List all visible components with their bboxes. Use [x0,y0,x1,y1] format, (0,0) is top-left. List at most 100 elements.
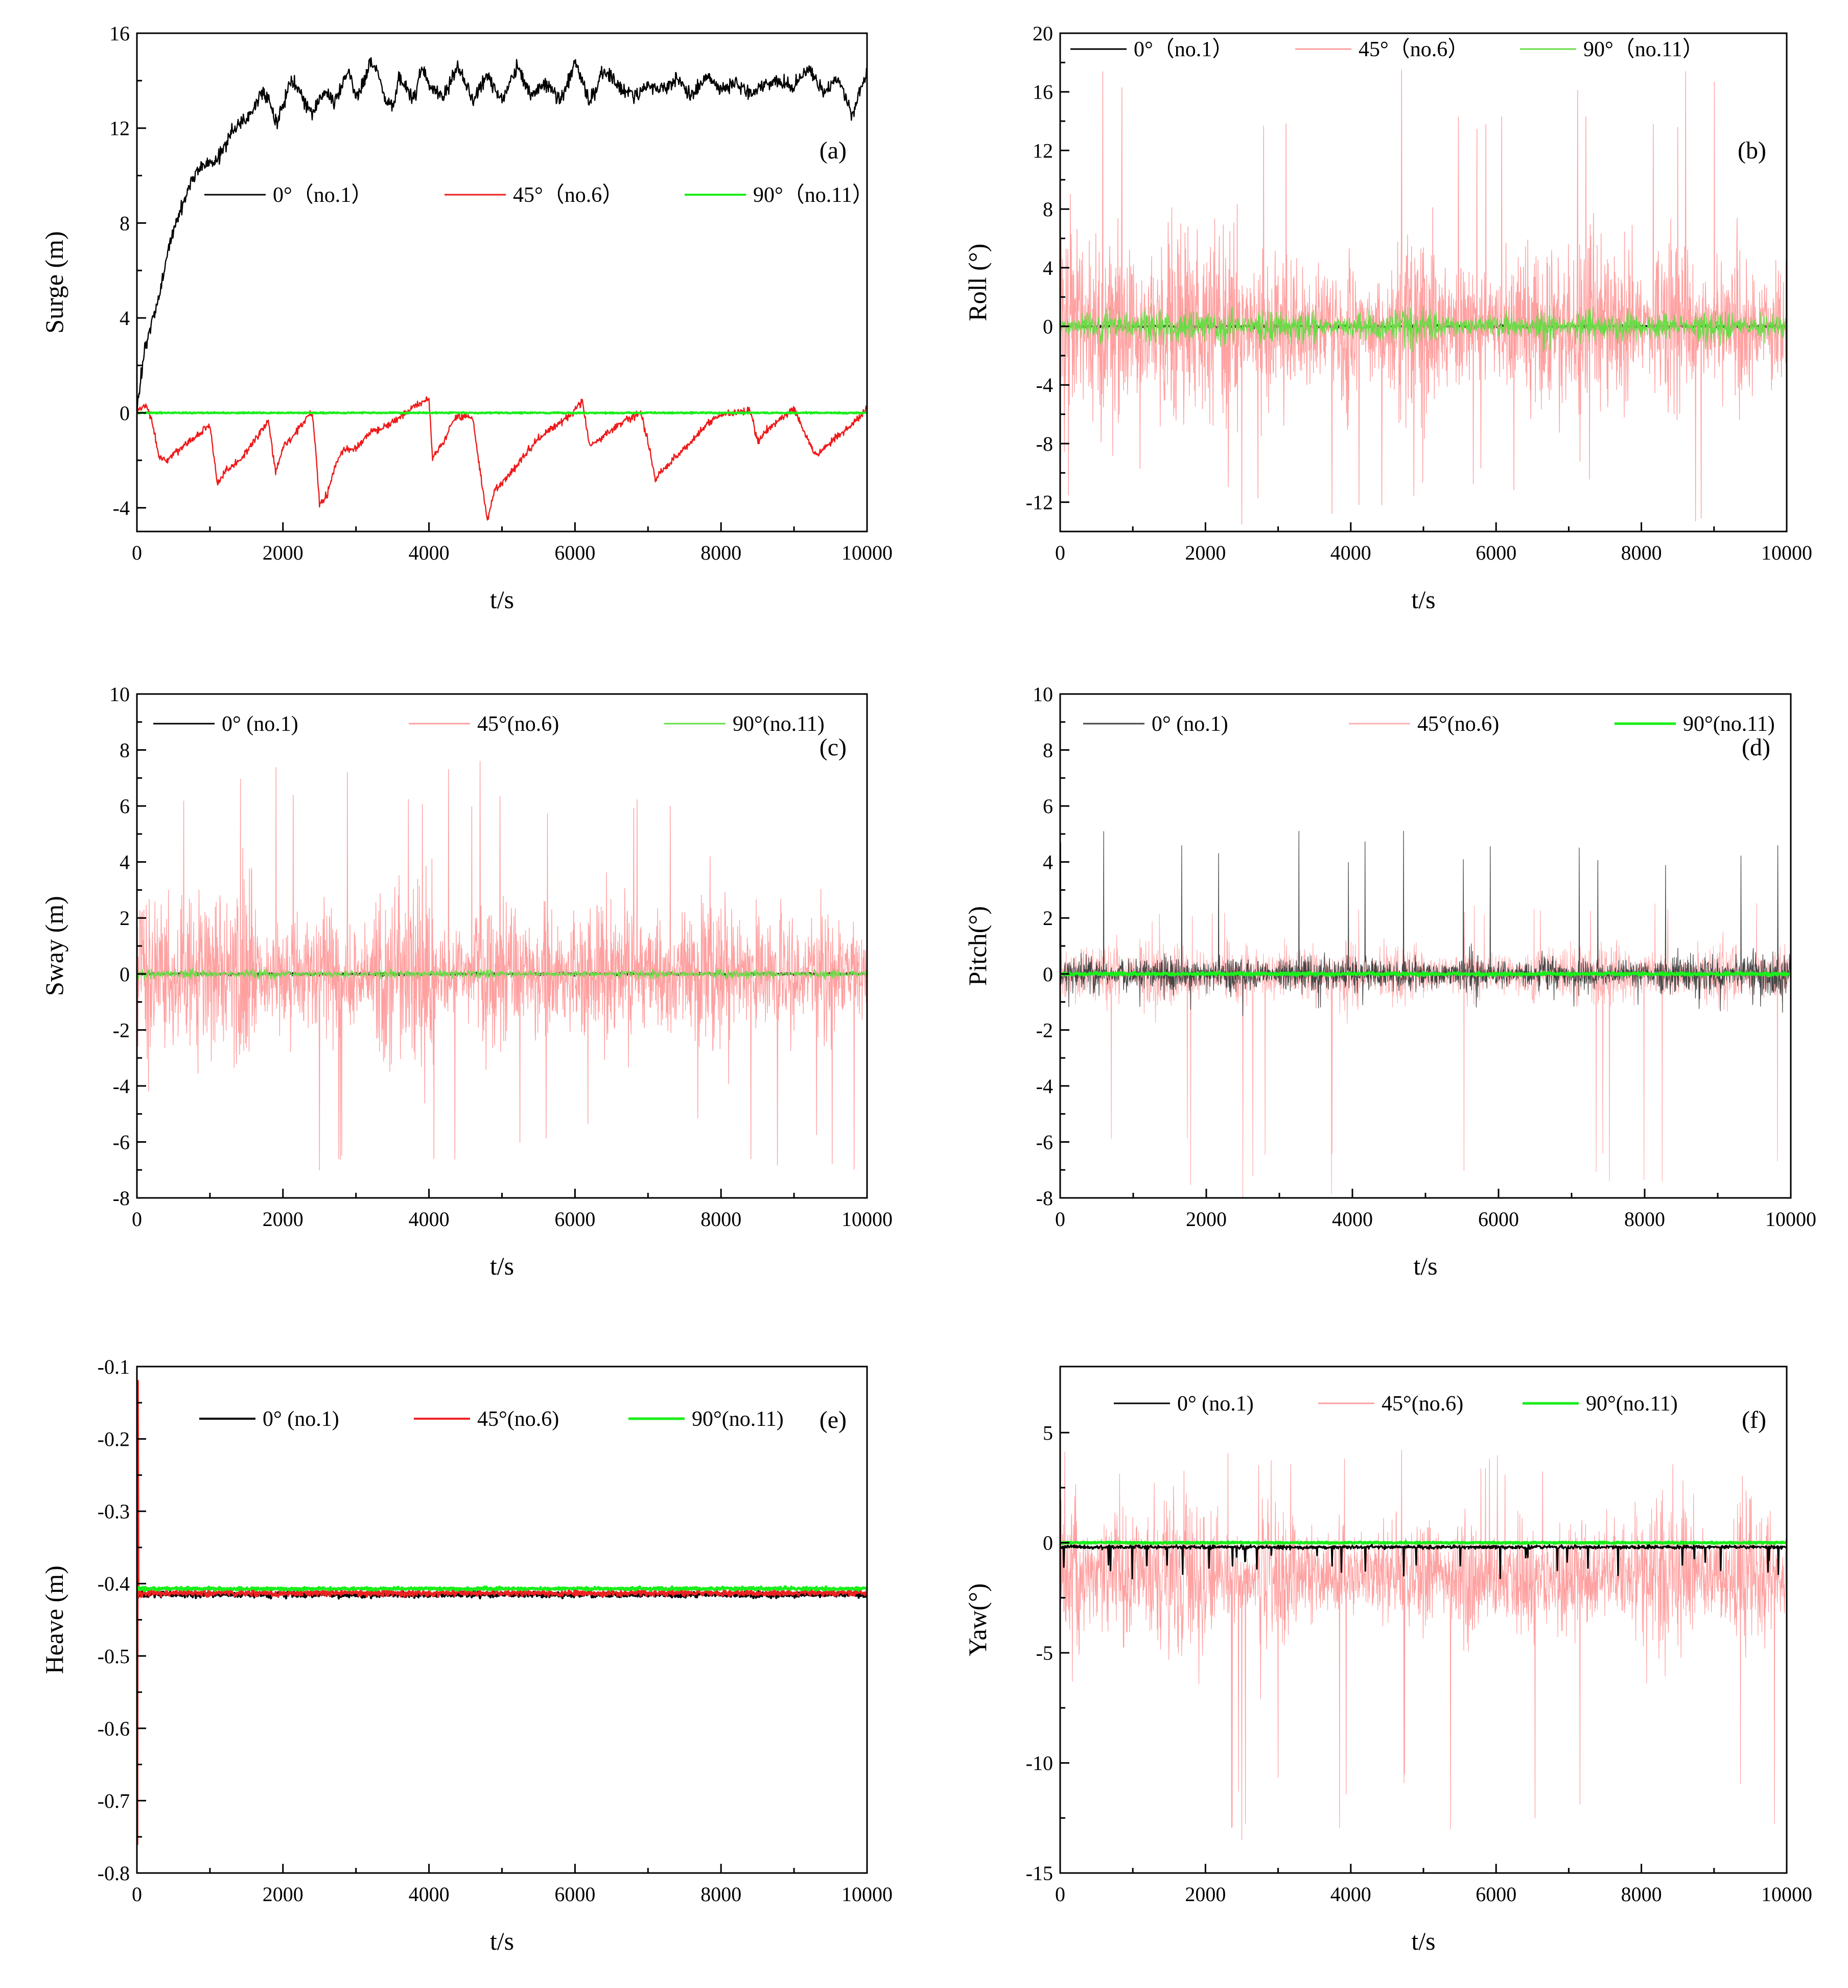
y-tick-label: 5 [1043,1421,1053,1444]
x-tick-label: 4000 [409,541,450,564]
x-tick-label: 8000 [1624,1208,1665,1231]
legend-entry-label: 0°（no.1） [1134,38,1233,61]
y-tick-label: 2 [120,907,130,930]
x-axis-label: t/s [1411,585,1435,614]
y-tick-label: -8 [1036,432,1053,455]
legend: 0° (no.1) 45°(no.6) 90°(no.11) [1114,1392,1678,1416]
legend-entry-label: 0°（no.1） [273,183,372,207]
chart-panel-f: 0 2000 4000 6000 8000 10000 -15 -10 -5 0 5 t/s Yaw(°… [963,1366,1812,1955]
legend-entry-label: 90°(no.11) [733,712,825,736]
legend-entry-label: 90°(no.11) [1683,712,1775,736]
y-tick-label: -8 [1036,1187,1053,1210]
y-tick-label: 8 [120,739,130,762]
y-axis-label: Pitch(°) [963,906,992,986]
chart-panel-c: 0 2000 4000 6000 8000 10000 -8 -6 -4 -2 0 2 4 6 8 10 t/s… [40,683,893,1280]
x-tick-label: 4000 [409,1208,450,1231]
y-tick-label: 6 [1043,795,1053,818]
x-tick-label: 10000 [1761,1883,1812,1906]
series-line-2 [137,1380,867,1845]
y-axis-label: Yaw(°) [963,1583,992,1656]
x-tick-label: 2000 [1186,1208,1227,1231]
y-tick-label: -0.2 [98,1428,130,1451]
x-tick-label: 10000 [841,1208,893,1231]
y-tick-label: 8 [1043,198,1053,221]
legend-entry-label: 45°(no.6) [477,1407,559,1431]
y-tick-label: -0.6 [98,1717,130,1740]
chart-panels: 0 2000 4000 6 0 0 0 8000 10000 -4 0 4 8 12 16 t/s Surge … [40,22,1816,1955]
legend-entry-label: 45°（no.6） [1359,38,1469,61]
legend-entry-label: 0° (no.1) [1152,712,1228,736]
y-tick-label: -12 [1026,491,1053,514]
y-tick-label: -0.4 [98,1573,130,1596]
panel-label: (e) [820,1406,847,1434]
plot-area-c [137,760,867,1170]
series-line-3 [137,967,867,981]
y-tick-label: -4 [113,1075,130,1098]
x-tick-label: 10000 [1765,1208,1816,1231]
y-tick-label: -4 [113,497,130,520]
series-line-1 [1060,1450,1787,1840]
x-tick-label: 8000 [700,1883,741,1906]
series-line-3 [1060,1540,1787,1545]
y-tick-label: 12 [1033,139,1053,162]
x-tick-label: 8000 [700,1208,741,1231]
y-tick-label: 16 [109,22,130,45]
chart-panel-e: 0 2000 4000 6000 8000 10000 -0.8 -0.7 -0.6 -0.5 -0… [40,1355,893,1955]
x-axis-label: t/s [490,1252,514,1280]
x-tick-label: 4000 [1332,1208,1373,1231]
y-tick-label: 6 [120,795,130,818]
y-tick-label: -6 [113,1130,130,1153]
y-axis-label: Surge (m) [40,231,68,333]
series-line-3 [1060,970,1791,978]
legend-entry-label: 90°（no.11） [753,183,874,207]
y-tick-label: -5 [1036,1642,1053,1665]
x-tick-label: 0 [1055,1883,1065,1906]
y-tick-label: -2 [113,1019,130,1042]
series-line-2 [137,760,867,1170]
y-tick-label: 0 [120,963,130,986]
x-tick-label: 10000 [841,1883,893,1906]
legend-entry-label: 45°（no.6） [513,183,623,207]
x-tick-label: 8000 [700,541,741,564]
series-line-3 [137,411,867,415]
x-tick-label: 0 [1055,1208,1065,1231]
legend: 0°（no.1） 45°（no.6） 90°（no.11） [204,183,874,207]
y-tick-label: 4 [120,851,130,874]
legend-entry-label: 0° (no.1) [1177,1392,1254,1416]
y-tick-label: -0.5 [98,1645,130,1668]
x-tick-label: 0 [132,1208,142,1231]
legend-entry-label: 90°（no.11） [1583,38,1704,61]
y-tick-label: 10 [1033,683,1053,706]
y-tick-label: 20 [1033,22,1053,45]
y-axis-label: Roll (°) [963,244,992,321]
series-line-1 [137,57,867,418]
legend: 0° (no.1) 45°(no.6) 90°(no.11) [199,1407,784,1431]
legend-entry-label: 45°(no.6) [1417,712,1499,736]
y-tick-label: -0.3 [98,1500,130,1523]
y-tick-label: -15 [1026,1862,1053,1885]
plot-area-b [1060,70,1787,525]
y-axis-label: Sway (m) [40,896,68,996]
x-axis-label: t/s [490,585,514,614]
legend: 0° (no.1) 45°(no.6) 90°(no.11) [1083,712,1775,736]
legend-entry-label: 45°(no.6) [1382,1392,1463,1416]
y-axis-label: Heave (m) [40,1565,68,1674]
y-tick-label: -0.7 [98,1789,130,1812]
panel-label: (c) [820,734,847,761]
chart-panel-a: 0 2000 4000 6000 8000 10000-40481216t/sSurge … [40,22,893,614]
y-tick-label: -4 [1036,1075,1053,1098]
y-tick-label: 10 [109,683,130,706]
x-axis-label: t/s [1411,1927,1435,1955]
x-tick-label: 2000 [1185,1883,1226,1906]
y-tick-label: -4 [1036,374,1053,397]
y-tick-label: 12 [109,117,130,140]
legend-entry-label: 90°(no.11) [1586,1392,1678,1416]
x-tick-label: 10000 [1761,541,1812,564]
y-tick-label: -10 [1026,1752,1053,1775]
legend-entry-label: 45°(no.6) [477,712,559,736]
legend-entry-label: 90°(no.11) [692,1407,784,1431]
chart-panel-d: 0 2000 4000 6000 8000 10000 -8 -6 -4 -2 0 2 4 6 8 10 t/s… [963,683,1816,1280]
x-axis-label: t/s [1413,1252,1437,1280]
panel-label: (f) [1742,1406,1766,1434]
x-tick-label: 0 [132,1883,142,1906]
